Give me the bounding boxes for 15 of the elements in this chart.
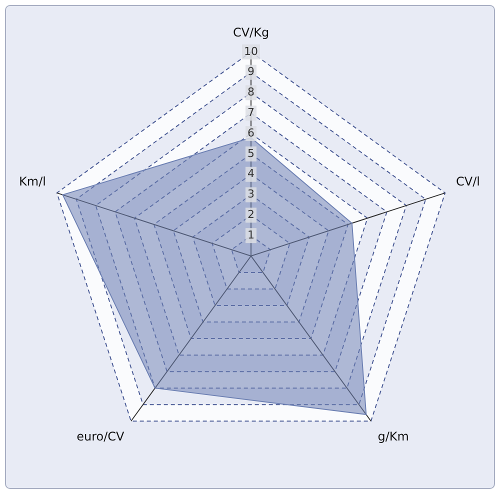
spoke-label: g/Km <box>378 430 409 444</box>
y-tick-label: 2 <box>248 208 254 222</box>
y-tick-label: 5 <box>248 146 254 160</box>
y-tick-label: 4 <box>248 167 254 180</box>
y-tick-label: 6 <box>248 126 254 140</box>
spoke-label: CV/l <box>456 174 480 188</box>
spoke-label: Km/l <box>19 174 46 188</box>
spoke-label: CV/Kg <box>232 25 270 40</box>
y-tick-label: 10 <box>244 44 258 58</box>
y-tick-label: 8 <box>248 86 254 99</box>
y-tick-label: 3 <box>248 188 254 201</box>
spoke-label: euro/CV <box>76 430 126 444</box>
y-tick-label: 9 <box>248 65 254 78</box>
y-tick-label: 7 <box>248 106 254 119</box>
y-tick-label: 1 <box>248 228 254 242</box>
